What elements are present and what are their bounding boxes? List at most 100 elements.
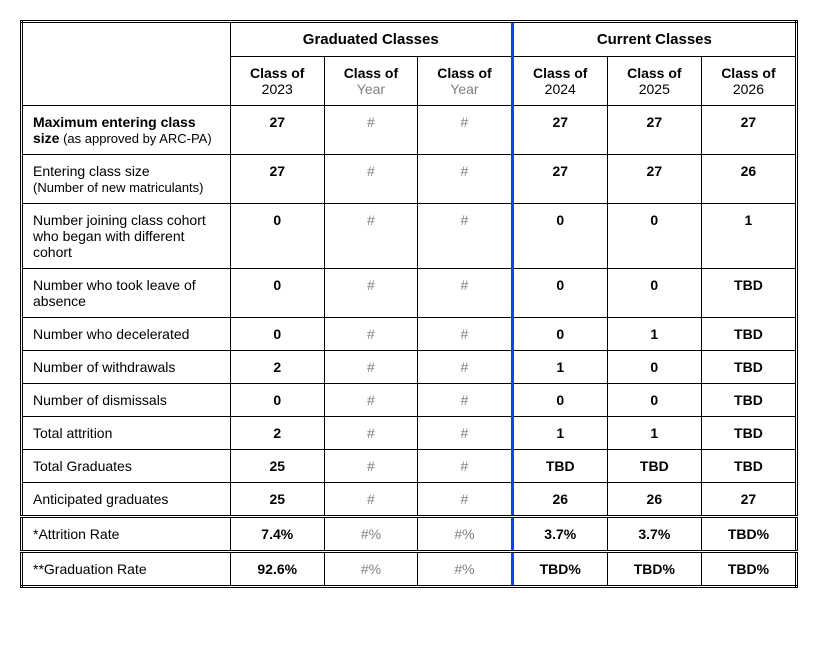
- cell: #: [324, 318, 418, 351]
- corner-blank: [22, 22, 231, 106]
- cell: #: [418, 483, 513, 517]
- cell: 0: [230, 269, 324, 318]
- cell: 27: [607, 106, 701, 155]
- cell: #: [418, 204, 513, 269]
- cell: 0: [512, 269, 607, 318]
- row-label: Total attrition: [22, 417, 231, 450]
- cell: 0: [607, 204, 701, 269]
- cell: 0: [512, 204, 607, 269]
- cell: #: [418, 384, 513, 417]
- cell: #%: [324, 552, 418, 587]
- col-header-top: Class of: [237, 65, 318, 81]
- row-joining-cohort: Number joining class cohort who began wi…: [22, 204, 797, 269]
- cell: #: [324, 106, 418, 155]
- cell: 27: [701, 483, 796, 517]
- group-header-row: Graduated Classes Current Classes: [22, 22, 797, 57]
- cell: #: [418, 417, 513, 450]
- row-label: Entering class size (Number of new matri…: [22, 155, 231, 204]
- cell: 25: [230, 450, 324, 483]
- cell: TBD%: [701, 517, 796, 552]
- cell: 2: [230, 351, 324, 384]
- row-label-sub: (Number of new matriculants): [33, 180, 204, 195]
- cell: #: [324, 417, 418, 450]
- cell: 26: [512, 483, 607, 517]
- row-label: **Graduation Rate: [22, 552, 231, 587]
- row-label: Anticipated graduates: [22, 483, 231, 517]
- row-label-sub: (as approved by ARC-PA): [59, 131, 211, 146]
- cell: #: [324, 384, 418, 417]
- cell: 27: [230, 155, 324, 204]
- cell: 1: [512, 417, 607, 450]
- col-header-bot: 2023: [237, 81, 318, 97]
- cell: 1: [701, 204, 796, 269]
- row-total-graduates: Total Graduates 25 # # TBD TBD TBD: [22, 450, 797, 483]
- cell: 1: [607, 318, 701, 351]
- graduated-classes-header: Graduated Classes: [230, 22, 512, 57]
- col-header-bot: 2025: [614, 81, 695, 97]
- cell: 25: [230, 483, 324, 517]
- cell: #: [324, 204, 418, 269]
- row-attrition-rate: *Attrition Rate 7.4% #% #% 3.7% 3.7% TBD…: [22, 517, 797, 552]
- row-dismissals: Number of dismissals 0 # # 0 0 TBD: [22, 384, 797, 417]
- col-header-top: Class of: [708, 65, 789, 81]
- col-header-bot: Year: [424, 81, 505, 97]
- cell: 27: [512, 155, 607, 204]
- row-label: Maximum entering class size (as approved…: [22, 106, 231, 155]
- cell: TBD: [701, 450, 796, 483]
- cell: 0: [230, 204, 324, 269]
- col-header-bot: 2024: [520, 81, 601, 97]
- cell: 3.7%: [512, 517, 607, 552]
- row-leave-absence: Number who took leave of absence 0 # # 0…: [22, 269, 797, 318]
- cell: 26: [607, 483, 701, 517]
- row-label: *Attrition Rate: [22, 517, 231, 552]
- cell: TBD: [701, 269, 796, 318]
- row-label: Number who decelerated: [22, 318, 231, 351]
- row-label: Number who took leave of absence: [22, 269, 231, 318]
- cell: #: [324, 269, 418, 318]
- attrition-graduation-table: Graduated Classes Current Classes Class …: [20, 20, 798, 588]
- col-header-top: Class of: [614, 65, 695, 81]
- cell: #: [324, 155, 418, 204]
- col-header-top: Class of: [331, 65, 412, 81]
- cell: #: [418, 318, 513, 351]
- cell: #%: [418, 517, 513, 552]
- current-classes-header: Current Classes: [512, 22, 796, 57]
- row-label: Number of withdrawals: [22, 351, 231, 384]
- cell: #: [324, 450, 418, 483]
- cell: 27: [230, 106, 324, 155]
- cell: #: [418, 450, 513, 483]
- col-header-2025: Class of 2025: [607, 57, 701, 106]
- cell: TBD%: [607, 552, 701, 587]
- cell: 27: [701, 106, 796, 155]
- col-header-2023: Class of 2023: [230, 57, 324, 106]
- row-total-attrition: Total attrition 2 # # 1 1 TBD: [22, 417, 797, 450]
- row-withdrawals: Number of withdrawals 2 # # 1 0 TBD: [22, 351, 797, 384]
- col-header-bot: 2026: [708, 81, 789, 97]
- cell: #: [418, 106, 513, 155]
- col-header-bot: Year: [331, 81, 412, 97]
- row-max-entering-size: Maximum entering class size (as approved…: [22, 106, 797, 155]
- cell: 27: [512, 106, 607, 155]
- cell: #%: [418, 552, 513, 587]
- cell: 0: [607, 384, 701, 417]
- cell: #%: [324, 517, 418, 552]
- cell: #: [324, 483, 418, 517]
- cell: TBD: [701, 384, 796, 417]
- col-header-top: Class of: [520, 65, 601, 81]
- cell: TBD%: [512, 552, 607, 587]
- cell: 0: [607, 351, 701, 384]
- row-entering-size: Entering class size (Number of new matri…: [22, 155, 797, 204]
- cell: #: [418, 155, 513, 204]
- cell: 92.6%: [230, 552, 324, 587]
- cell: TBD: [701, 351, 796, 384]
- cell: TBD: [512, 450, 607, 483]
- cell: 3.7%: [607, 517, 701, 552]
- col-header-top: Class of: [424, 65, 505, 81]
- row-label: Total Graduates: [22, 450, 231, 483]
- col-header-2026: Class of 2026: [701, 57, 796, 106]
- cell: 0: [512, 318, 607, 351]
- cell: #: [324, 351, 418, 384]
- cell: 0: [230, 318, 324, 351]
- cell: 26: [701, 155, 796, 204]
- cell: TBD%: [701, 552, 796, 587]
